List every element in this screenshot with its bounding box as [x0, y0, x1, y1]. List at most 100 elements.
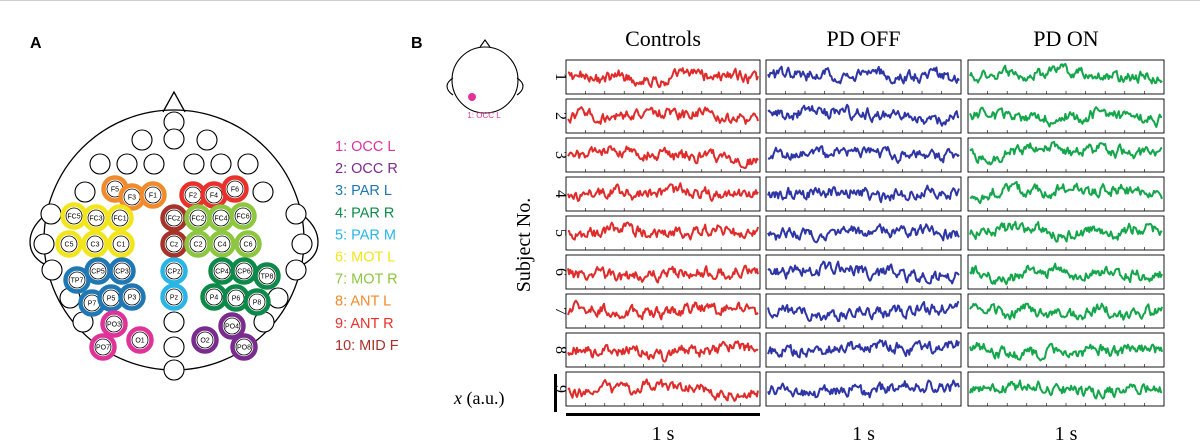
eeg-trace — [567, 299, 759, 321]
electrode-label: CP4 — [215, 269, 229, 276]
eeg-trace — [767, 184, 960, 204]
electrode-label: P4 — [210, 295, 219, 302]
eeg-trace — [567, 378, 759, 402]
electrode-f6: F6 — [221, 175, 249, 203]
electrode-fc2: FC2 — [184, 204, 212, 232]
electrode-cpz: CPz — [160, 257, 188, 285]
eeg-trace — [767, 300, 960, 323]
electrode-label: CP3 — [115, 269, 129, 276]
legend-item: 2: OCC R — [335, 161, 398, 177]
trace-frame — [565, 137, 761, 173]
subject-number: 7 — [552, 307, 569, 315]
electrode-label: PO7 — [96, 345, 110, 352]
electrode-p4: P4 — [200, 283, 228, 311]
trace-cell — [765, 254, 962, 290]
eeg-trace — [969, 379, 1163, 400]
inset-electrode-dot — [468, 93, 476, 101]
trace-grid — [565, 59, 1165, 407]
electrode-unlabeled — [285, 259, 307, 281]
eeg-trace — [567, 145, 759, 169]
amplitude-unit: (a.u.) — [462, 388, 504, 409]
subject-axis-label: Subject No. — [513, 198, 535, 292]
trace-cell — [565, 332, 761, 368]
time-scale-labels: 1 s 1 s 1 s — [566, 413, 1078, 444]
eeg-trace — [767, 145, 960, 164]
trace-frame — [967, 215, 1165, 251]
eeg-trace — [567, 182, 759, 203]
electrode-inset: 1: OCC L — [446, 39, 524, 120]
electrode-label: O1 — [135, 338, 144, 345]
group-title: PD ON — [1033, 26, 1099, 51]
eeg-trace — [969, 63, 1163, 85]
subject-number: 5 — [552, 229, 569, 237]
eeg-trace — [969, 180, 1163, 205]
unlabeled-electrodes — [33, 111, 313, 381]
trace-cell — [967, 371, 1165, 407]
trace-cell — [967, 293, 1165, 329]
electrode-unlabeled — [131, 129, 153, 151]
electrode-po8: PO8 — [230, 333, 258, 361]
electrode-label: C3 — [91, 242, 100, 249]
electrode-label: FC6 — [236, 214, 249, 221]
legend-item: 10: MID F — [335, 338, 399, 354]
electrode-unlabeled — [40, 203, 62, 225]
electrode-label: CP5 — [91, 269, 105, 276]
electrode-po3: PO3 — [100, 310, 128, 338]
trace-cell — [765, 293, 962, 329]
electrode-label: F1 — [149, 193, 157, 200]
inset-nose-icon — [479, 39, 491, 48]
electrode-label: FC5 — [67, 214, 80, 221]
nose-icon — [162, 90, 186, 113]
trace-cell — [565, 59, 761, 95]
subject-number: 1 — [552, 73, 569, 81]
electrode-label: C5 — [65, 242, 74, 249]
electrode-unlabeled — [163, 311, 185, 333]
trace-cell — [967, 332, 1165, 368]
electrode-f1: F1 — [139, 181, 167, 209]
electrode-label: F5 — [111, 187, 119, 194]
eeg-trace — [767, 103, 960, 127]
trace-frame — [765, 371, 962, 407]
electrode-unlabeled — [143, 153, 165, 175]
trace-cell — [765, 59, 962, 95]
electrode-label: PO8 — [237, 345, 251, 352]
electrode-label: PO3 — [107, 322, 121, 329]
electrode-label: C2 — [194, 242, 203, 249]
eeg-trace — [767, 260, 960, 285]
top-rule — [0, 0, 1200, 1]
electrode-fc3: FC3 — [82, 204, 110, 232]
electrode-label: P3 — [128, 295, 137, 302]
time-scale-label: 1 s — [1055, 423, 1078, 444]
subject-number: 3 — [552, 151, 569, 159]
electrode-label: F6 — [231, 187, 239, 194]
electrode-unlabeled — [41, 259, 63, 281]
subject-number: 8 — [552, 346, 569, 354]
trace-cell — [565, 371, 761, 407]
trace-cell — [967, 59, 1165, 95]
trace-cell — [565, 137, 761, 173]
group-titles: Controls PD OFF PD ON — [625, 26, 1099, 51]
region-legend: 1: OCC L 2: OCC R 3: PAR L 4: PAR R 5: PAR M… — [335, 139, 399, 354]
trace-frame — [565, 293, 761, 329]
electrode-unlabeled — [33, 233, 55, 255]
subject-numbers: 1 2 3 4 5 6 7 8 9 — [552, 73, 569, 393]
trace-cell — [765, 176, 962, 212]
electrode-label: F4 — [210, 193, 218, 200]
electrode-p8: P8 — [243, 288, 271, 316]
trace-cell — [765, 332, 962, 368]
eeg-trace — [969, 141, 1163, 166]
electrode-cz: Cz — [160, 230, 188, 258]
amplitude-variable: x — [453, 388, 462, 408]
electrode-label: P7 — [88, 301, 97, 308]
electrode-unlabeled — [89, 153, 111, 175]
eeg-trace — [767, 223, 960, 244]
electrode-fc4: FC4 — [207, 204, 235, 232]
trace-cell — [565, 176, 761, 212]
panel-a: A F5 F3 F1 F2 F4 F6 FC5 FC3 FC1 FCz FC2 FC4 FC6 C5 C3 C… — [29, 35, 399, 381]
electrode-label: PO4 — [225, 324, 239, 331]
right-ear-icon — [303, 215, 319, 265]
electrode-tp8: TP8 — [253, 262, 281, 290]
panel-b: B 1: OCC L Subject No. x (a.u.) Controls… — [411, 26, 1165, 444]
subject-number: 9 — [552, 385, 569, 393]
electrode-unlabeled — [163, 128, 185, 150]
